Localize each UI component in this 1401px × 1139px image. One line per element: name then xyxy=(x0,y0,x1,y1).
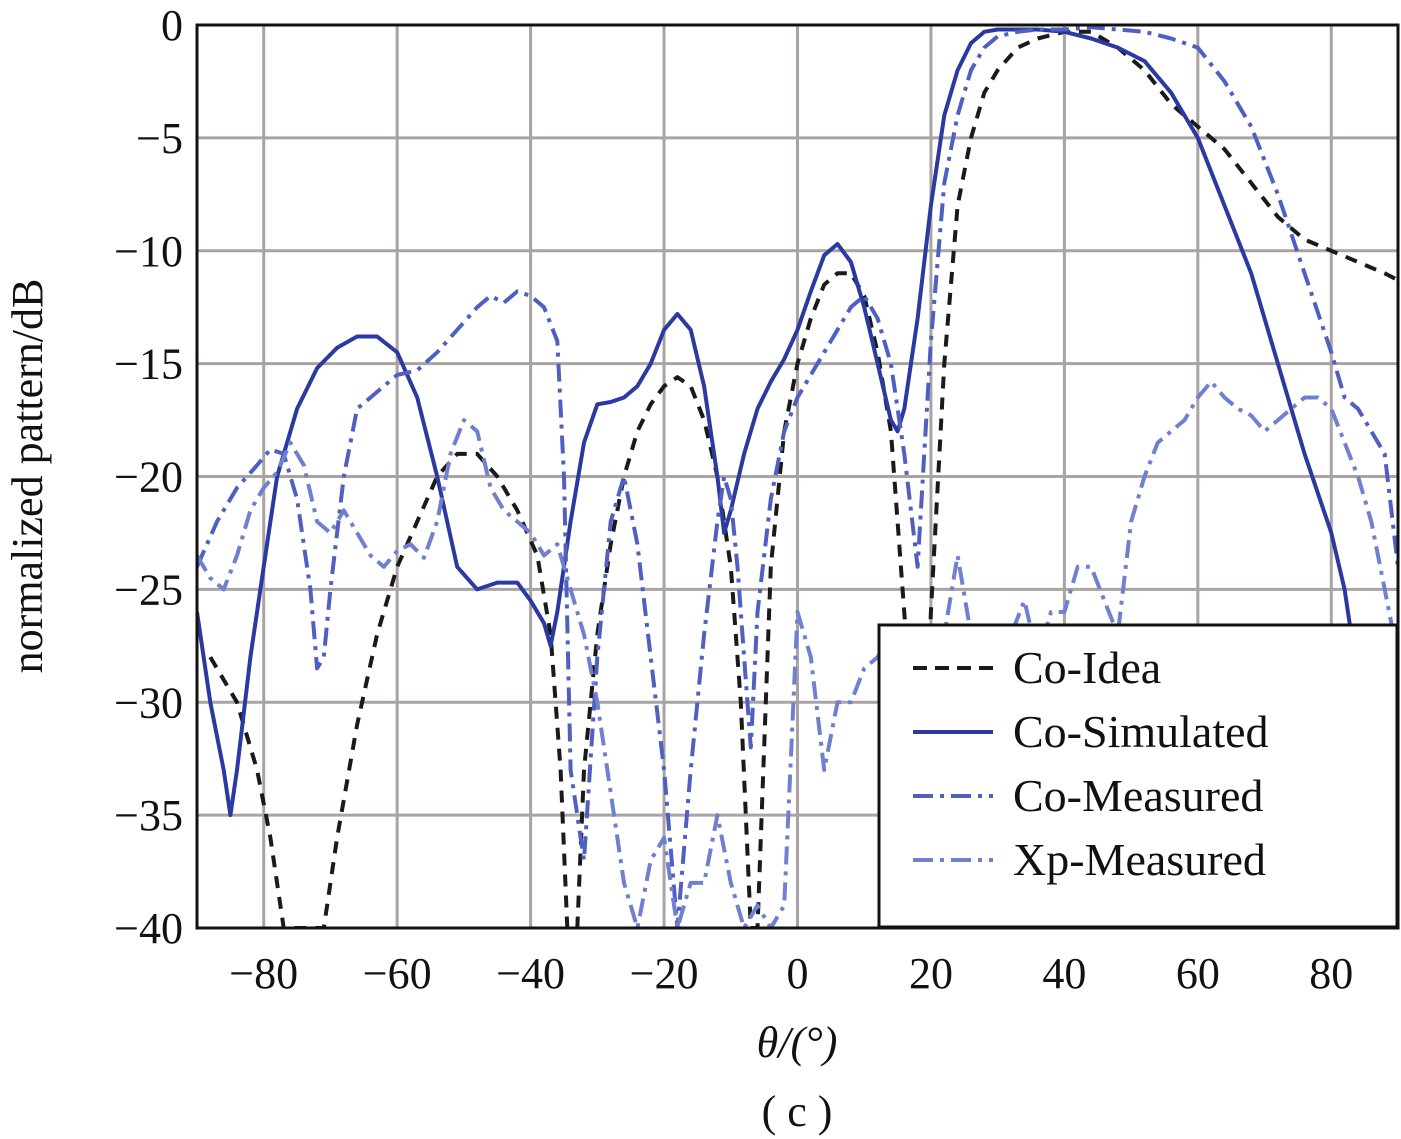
figure-caption: ( c ) xyxy=(762,1087,833,1136)
y-axis-title: normalized pattern/dB xyxy=(3,279,52,674)
x-tick-label: −40 xyxy=(496,949,565,998)
y-tick-label: −5 xyxy=(136,114,183,163)
plot-frame xyxy=(195,23,1400,930)
x-tick-label: 60 xyxy=(1176,949,1220,998)
series-line-co-measured xyxy=(197,25,1398,928)
series-line-co-simulated xyxy=(197,27,1387,928)
legend-label: Co-Idea xyxy=(1013,642,1161,693)
legend-label: Xp-Measured xyxy=(1013,834,1266,885)
x-tick-label: 40 xyxy=(1042,949,1086,998)
x-tick-label: −60 xyxy=(363,949,432,998)
y-tick-label: −30 xyxy=(114,678,183,727)
x-tick-labels: −80 −60 −40 −20 0 20 40 60 80 xyxy=(229,949,1353,998)
x-tick-label: −80 xyxy=(229,949,298,998)
y-tick-label: −20 xyxy=(114,453,183,502)
legend-label: Co-Simulated xyxy=(1013,706,1269,757)
y-tick-label: −10 xyxy=(114,227,183,276)
x-tick-label: 20 xyxy=(909,949,953,998)
legend: Co-Idea Co-Simulated Co-Measured Xp-Measure… xyxy=(877,623,1399,929)
series-line-co-idea xyxy=(208,29,1398,928)
y-tick-label: −35 xyxy=(114,791,183,840)
x-tick-label: 80 xyxy=(1309,949,1353,998)
x-tick-label: −20 xyxy=(630,949,699,998)
data-series xyxy=(197,25,1398,928)
y-tick-label: −15 xyxy=(114,340,183,389)
legend-box xyxy=(877,623,1399,929)
legend-label: Co-Measured xyxy=(1013,770,1263,821)
x-axis-title: θ/(°) xyxy=(757,1018,838,1067)
y-tick-labels: 0 −5 −10 −15 −20 −25 −30 −35 −40 xyxy=(114,1,183,953)
y-tick-label: 0 xyxy=(161,1,183,50)
x-tick-label: 0 xyxy=(787,949,809,998)
y-tick-label: −25 xyxy=(114,565,183,614)
series-line-xp-measured xyxy=(197,379,1398,928)
y-tick-label: −40 xyxy=(114,904,183,953)
